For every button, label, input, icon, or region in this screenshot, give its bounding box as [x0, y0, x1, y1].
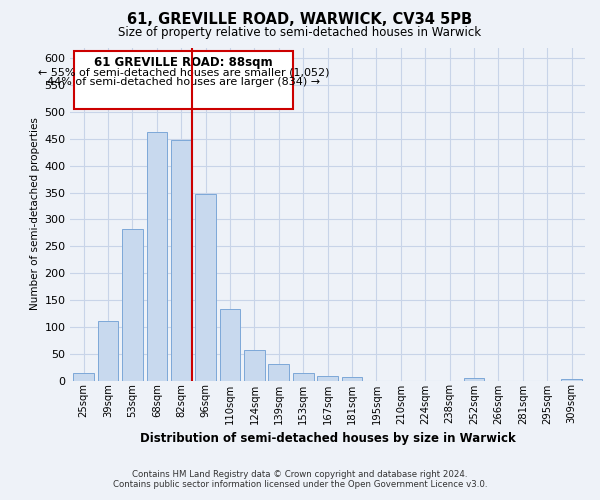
Bar — [98, 322, 118, 380]
Text: 61 GREVILLE ROAD: 88sqm: 61 GREVILLE ROAD: 88sqm — [94, 56, 273, 68]
Bar — [220, 308, 241, 380]
Text: Contains HM Land Registry data © Crown copyright and database right 2024.
Contai: Contains HM Land Registry data © Crown c… — [113, 470, 487, 489]
Bar — [341, 378, 362, 380]
Bar — [146, 132, 167, 380]
Bar — [317, 376, 338, 380]
Bar — [195, 194, 216, 380]
Bar — [73, 373, 94, 380]
Text: ← 55% of semi-detached houses are smaller (1,052): ← 55% of semi-detached houses are smalle… — [38, 68, 329, 78]
Text: 61, GREVILLE ROAD, WARWICK, CV34 5PB: 61, GREVILLE ROAD, WARWICK, CV34 5PB — [127, 12, 473, 26]
Bar — [464, 378, 484, 380]
Y-axis label: Number of semi-detached properties: Number of semi-detached properties — [30, 118, 40, 310]
FancyBboxPatch shape — [74, 52, 293, 110]
X-axis label: Distribution of semi-detached houses by size in Warwick: Distribution of semi-detached houses by … — [140, 432, 515, 445]
Bar — [293, 373, 314, 380]
Bar — [268, 364, 289, 380]
Bar — [244, 350, 265, 380]
Text: 44% of semi-detached houses are larger (834) →: 44% of semi-detached houses are larger (… — [47, 76, 320, 86]
Bar — [561, 379, 582, 380]
Bar — [171, 140, 191, 380]
Bar — [122, 228, 143, 380]
Text: Size of property relative to semi-detached houses in Warwick: Size of property relative to semi-detach… — [118, 26, 482, 39]
